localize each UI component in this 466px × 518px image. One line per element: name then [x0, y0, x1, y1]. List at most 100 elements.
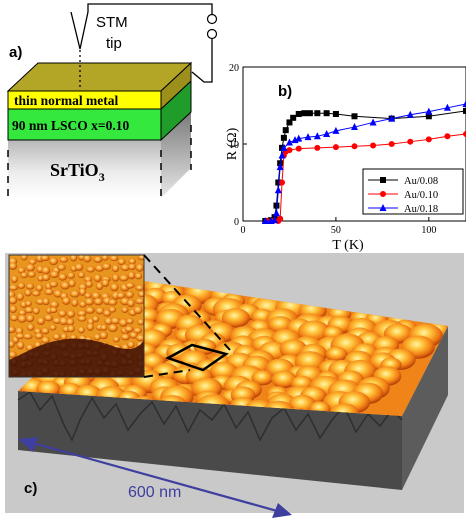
data-point	[313, 132, 321, 140]
grain	[209, 361, 238, 381]
tip-label: tip	[106, 35, 122, 52]
surface-right-face	[402, 326, 448, 490]
legend-marker	[379, 204, 387, 211]
substrate-label: SrTiO3	[50, 160, 105, 184]
inset-grain	[91, 291, 101, 300]
inset-grain	[16, 292, 24, 301]
data-point	[271, 216, 279, 224]
grain	[325, 346, 348, 362]
inset-grain	[41, 327, 50, 335]
inset-grain	[134, 297, 144, 305]
inset-grain	[17, 309, 27, 316]
data-point	[351, 113, 358, 120]
legend-item: Au/0.18	[368, 204, 438, 215]
inset-grain	[58, 316, 69, 326]
data-point	[407, 138, 414, 145]
panel-c-label: c)	[24, 480, 37, 497]
inset-grain	[93, 297, 103, 306]
inset-grain	[137, 290, 144, 298]
inset-grain	[69, 255, 78, 262]
inset-grain	[83, 255, 92, 263]
inset-grain	[31, 290, 41, 297]
inset-grain	[85, 266, 96, 273]
metal-layer-label: thin normal metal	[14, 93, 118, 108]
inset-stm-image	[8, 254, 145, 378]
inset-grain	[116, 292, 126, 299]
panel-c: 600 nm c)	[5, 253, 464, 518]
data-point	[285, 138, 293, 146]
data-point	[323, 110, 330, 117]
lsco-layer-label: 90 nm LSCO x=0.10	[12, 118, 129, 133]
grain	[251, 370, 274, 386]
stm-label: STM	[96, 14, 128, 31]
inset-grain	[111, 273, 120, 282]
panel-a-label: a)	[9, 44, 22, 61]
data-point	[304, 133, 312, 141]
y-tick-label: 10	[229, 140, 239, 151]
inset-grain	[42, 297, 50, 306]
inset-grain	[68, 279, 76, 288]
legend-label: Au/0.08	[404, 176, 438, 187]
data-point	[425, 113, 432, 120]
x-tick-label: 0	[241, 225, 246, 236]
inset-grain	[25, 314, 35, 323]
inset-grain	[17, 314, 27, 323]
inset-grain	[41, 266, 51, 275]
data-point	[463, 107, 466, 114]
inset-grain	[127, 271, 136, 280]
inset-grain	[53, 289, 63, 298]
inset-grain	[49, 324, 57, 331]
inset-grain	[129, 331, 138, 339]
data-point	[332, 144, 339, 151]
data-point	[425, 107, 433, 115]
data-point	[277, 215, 284, 222]
y-tick-label: 0	[234, 217, 239, 228]
inset-grain	[52, 333, 61, 341]
inset-grain	[9, 262, 18, 270]
inset-grain	[24, 289, 32, 297]
inset-grain	[9, 305, 17, 314]
zoom-projection-lines	[143, 254, 231, 378]
inset-grain	[127, 340, 135, 349]
inset-grain	[112, 336, 120, 343]
inset-grain	[78, 287, 87, 296]
inset-grain	[9, 351, 17, 359]
x-axis-label: T (K)	[332, 238, 364, 253]
inset-grain	[9, 284, 19, 291]
inset-grain	[44, 288, 54, 296]
terminal-bottom	[206, 28, 218, 40]
data-point	[306, 110, 313, 117]
data-point	[351, 143, 358, 150]
data-point	[275, 179, 282, 186]
grain	[267, 316, 293, 334]
series-line	[265, 103, 466, 222]
inset-grain	[60, 332, 68, 341]
inset-grain	[95, 307, 105, 315]
data-point	[279, 179, 286, 186]
inset-grain	[48, 257, 59, 266]
data-point	[332, 110, 339, 117]
data-point	[272, 209, 280, 217]
inset-grain	[120, 333, 131, 341]
inset-grain	[125, 290, 134, 299]
inset-grain	[49, 300, 59, 309]
inset-grain	[84, 306, 95, 314]
inset-grain	[36, 317, 46, 325]
inset-grain	[60, 281, 70, 290]
y-axis-label: R (Ω)	[225, 127, 240, 160]
inset-grain	[135, 263, 144, 272]
data-point	[295, 134, 303, 142]
inset-grain	[93, 273, 102, 283]
data-point	[388, 141, 395, 147]
inset-grain	[93, 333, 101, 341]
data-point	[274, 186, 282, 194]
inset-grain	[20, 255, 28, 261]
grain	[221, 308, 250, 328]
data-point	[280, 134, 287, 141]
inset-grain	[108, 323, 118, 333]
data-point	[295, 110, 302, 117]
legend-label: Au/0.10	[404, 190, 438, 201]
inset-grain	[124, 325, 134, 333]
inset-grain	[10, 275, 18, 284]
